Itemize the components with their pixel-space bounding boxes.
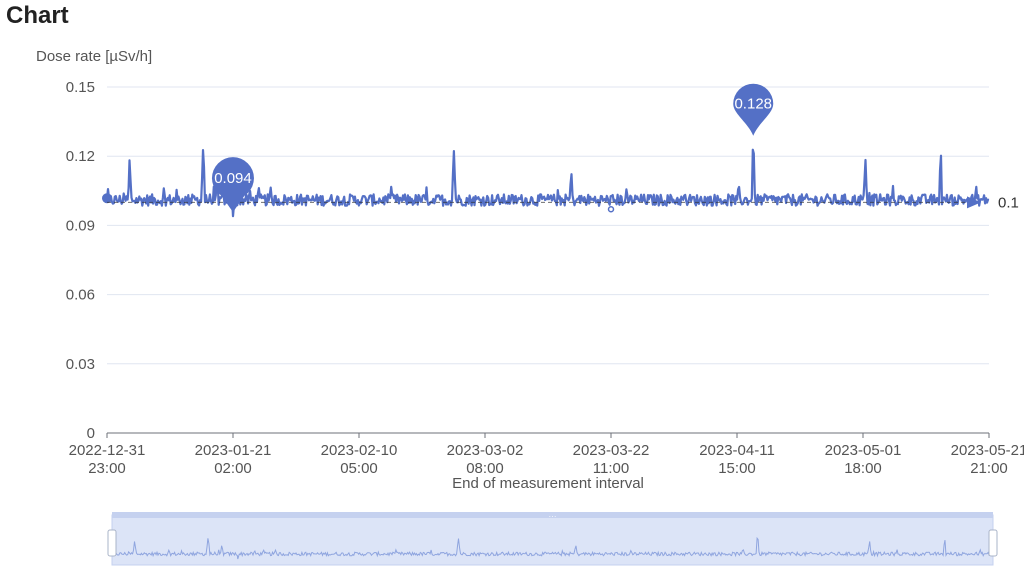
zoom-selected-range xyxy=(111,514,994,566)
average-arrow-icon xyxy=(967,196,981,209)
max-marker-pin xyxy=(733,83,774,136)
page-title: Chart xyxy=(6,2,69,29)
min-marker-pin xyxy=(211,157,254,200)
y-axis-label: Dose rate [µSv/h] xyxy=(36,48,152,65)
zoom-right-handle[interactable] xyxy=(988,529,998,557)
x-tick-label: 05:00 xyxy=(340,460,378,477)
marker-layer: 0.1 0.128 0.094 xyxy=(107,83,1019,213)
min-marker-label: 0.094 xyxy=(214,170,252,187)
zoom-preview-line xyxy=(111,536,994,560)
x-tick-label: 2023-04-11 xyxy=(699,442,775,459)
zoom-left-handle[interactable] xyxy=(107,529,117,557)
min-marker-pin-tip xyxy=(218,192,247,213)
x-tick-label: 2023-01-21 xyxy=(195,442,272,459)
series-point xyxy=(607,206,615,213)
max-marker-label: 0.128 xyxy=(734,96,772,113)
x-tick-label: 23:00 xyxy=(88,460,126,477)
x-tick-label: 2023-05-01 xyxy=(825,442,902,459)
x-tick-label: 15:00 xyxy=(718,460,756,477)
x-tick-label: 2023-05-21 xyxy=(951,442,1024,459)
x-tick-label: 2022-12-31 xyxy=(69,442,146,459)
series-start-point xyxy=(102,193,112,204)
y-tick-label: 0.15 xyxy=(66,79,95,96)
zoom-move-handle xyxy=(112,512,993,518)
grid-lines xyxy=(107,86,989,365)
x-tick-label: 2023-03-22 xyxy=(573,442,650,459)
x-tick-label: 02:00 xyxy=(214,460,252,477)
zoom-grip-icon: ··· xyxy=(549,512,557,521)
x-tick-label: 2023-02-10 xyxy=(321,442,398,459)
x-tick-label: 21:00 xyxy=(970,460,1008,477)
y-tick-label: 0 xyxy=(87,425,95,442)
x-tick-label: 2023-03-02 xyxy=(447,442,524,459)
x-axis-label: End of measurement interval xyxy=(452,475,644,492)
y-tick-label: 0.12 xyxy=(66,148,95,165)
average-line-label: 0.1 xyxy=(998,194,1019,211)
data-zoom-slider[interactable]: ··· xyxy=(107,512,998,566)
y-tick-label: 0.06 xyxy=(66,287,95,304)
x-tick-label: 08:00 xyxy=(466,460,504,477)
y-tick-label: 0.09 xyxy=(66,217,95,234)
x-tick-label: 18:00 xyxy=(844,460,882,477)
x-tick-label: 11:00 xyxy=(593,460,629,477)
y-tick-label: 0.03 xyxy=(66,356,95,373)
